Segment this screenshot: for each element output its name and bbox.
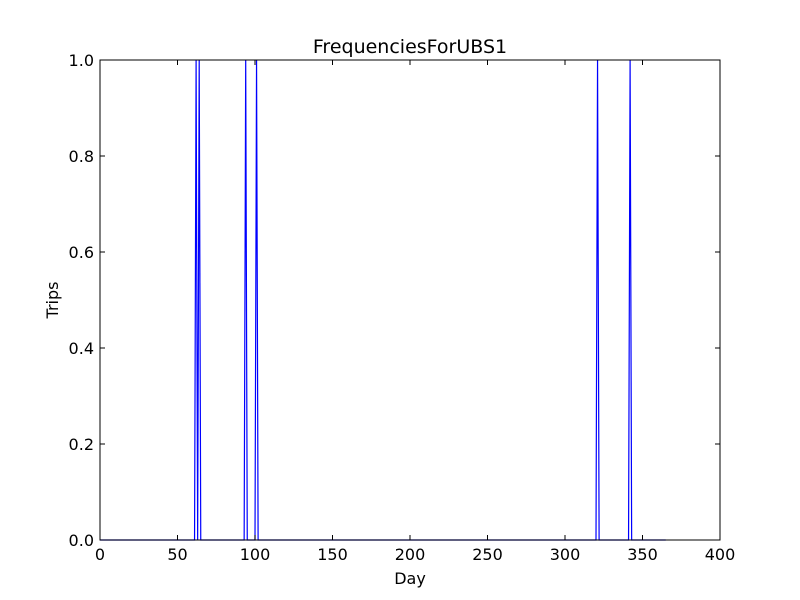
x-tick-label: 0 <box>95 545 105 564</box>
x-tick-label: 100 <box>240 545 271 564</box>
x-tick-label: 300 <box>550 545 581 564</box>
y-axis-label: Trips <box>43 282 62 320</box>
plot-frame <box>99 59 721 541</box>
x-tick-label: 150 <box>317 545 348 564</box>
x-tick-label: 400 <box>705 545 736 564</box>
y-tick-label: 0.2 <box>69 435 94 454</box>
x-tick-label: 350 <box>627 545 658 564</box>
y-tick-label: 1.0 <box>69 51 94 70</box>
axis-ticks: 0 50 100 150 200 250 300 350 400 0.0 0.2 0.4 0.6 0.8 1… <box>69 51 736 564</box>
y-tick-label: 0.8 <box>69 147 94 166</box>
x-tick-label: 200 <box>395 545 426 564</box>
y-tick-label: 0.0 <box>69 531 94 550</box>
chart-title: FrequenciesForUBS1 <box>313 36 507 58</box>
y-tick-label: 0.4 <box>69 339 94 358</box>
x-axis-label: Day <box>394 569 426 588</box>
y-tick-label: 0.6 <box>69 243 94 262</box>
x-tick-label: 50 <box>167 545 187 564</box>
x-tick-label: 250 <box>472 545 503 564</box>
